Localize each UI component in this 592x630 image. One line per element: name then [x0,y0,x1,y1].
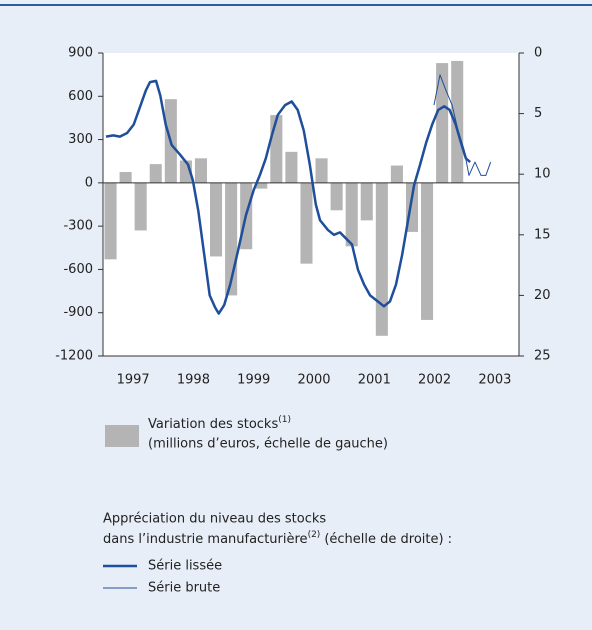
legend-swatch [105,425,139,447]
bar [300,182,313,264]
bar [315,158,328,183]
bar [375,182,388,336]
bar [390,165,403,183]
bar [210,182,223,257]
bar [330,182,343,211]
y-tick-label: 600 [68,89,93,104]
y2-tick-label: 20 [534,288,551,303]
y-tick-label: -300 [63,219,93,234]
x-tick-label: 2003 [478,373,511,388]
y-tick-label: 900 [68,46,93,61]
bar [421,182,434,320]
bar [149,164,162,183]
x-tick-label: 1997 [117,373,150,388]
y2-tick-label: 5 [534,106,542,121]
note-marker: (2) [308,530,321,540]
legend-text: dans l’industrie manufacturière [103,532,308,547]
y2-tick-label: 10 [534,167,551,182]
y2-tick-label: 25 [534,349,551,364]
x-tick-label: 2002 [418,373,451,388]
bar [270,115,283,183]
bar [194,158,207,183]
bar [104,182,117,260]
bar [134,182,147,231]
x-tick-label: 2000 [297,373,330,388]
legend-text: Variation des stocks [148,417,278,432]
line [433,74,492,176]
legend-group-title: Appréciation du niveau des stocks [103,512,326,527]
y-tick-label: -900 [63,305,93,320]
legend-label: Série brute [148,581,220,596]
x-tick-label: 1998 [177,373,210,388]
legend-detail: (millions d’euros, échelle de gauche) [148,437,388,452]
bar [345,182,358,247]
y-tick-label: -600 [63,262,93,277]
x-tick-label: 2001 [358,373,391,388]
legend-label: Variation des stocks(1) [148,415,291,432]
bar [360,182,373,221]
y-tick-label: -1200 [55,349,93,364]
x-tick-label: 1999 [237,373,270,388]
bar [451,60,464,183]
y-tick-label: 300 [68,132,93,147]
bar [255,182,268,189]
y-tick-label: 0 [85,175,93,190]
y2-tick-label: 15 [534,227,551,242]
bar [436,63,449,183]
legend-label: Série lissée [148,559,222,574]
legend-group-title: dans l’industrie manufacturière(2) (échel… [103,530,452,547]
legend-text: (échelle de droite) : [324,532,452,547]
line [105,79,471,315]
top-rule [0,4,592,6]
y2-tick-label: 0 [534,46,542,61]
bar [119,172,132,183]
note-marker: (1) [278,415,291,425]
bar [285,151,298,183]
